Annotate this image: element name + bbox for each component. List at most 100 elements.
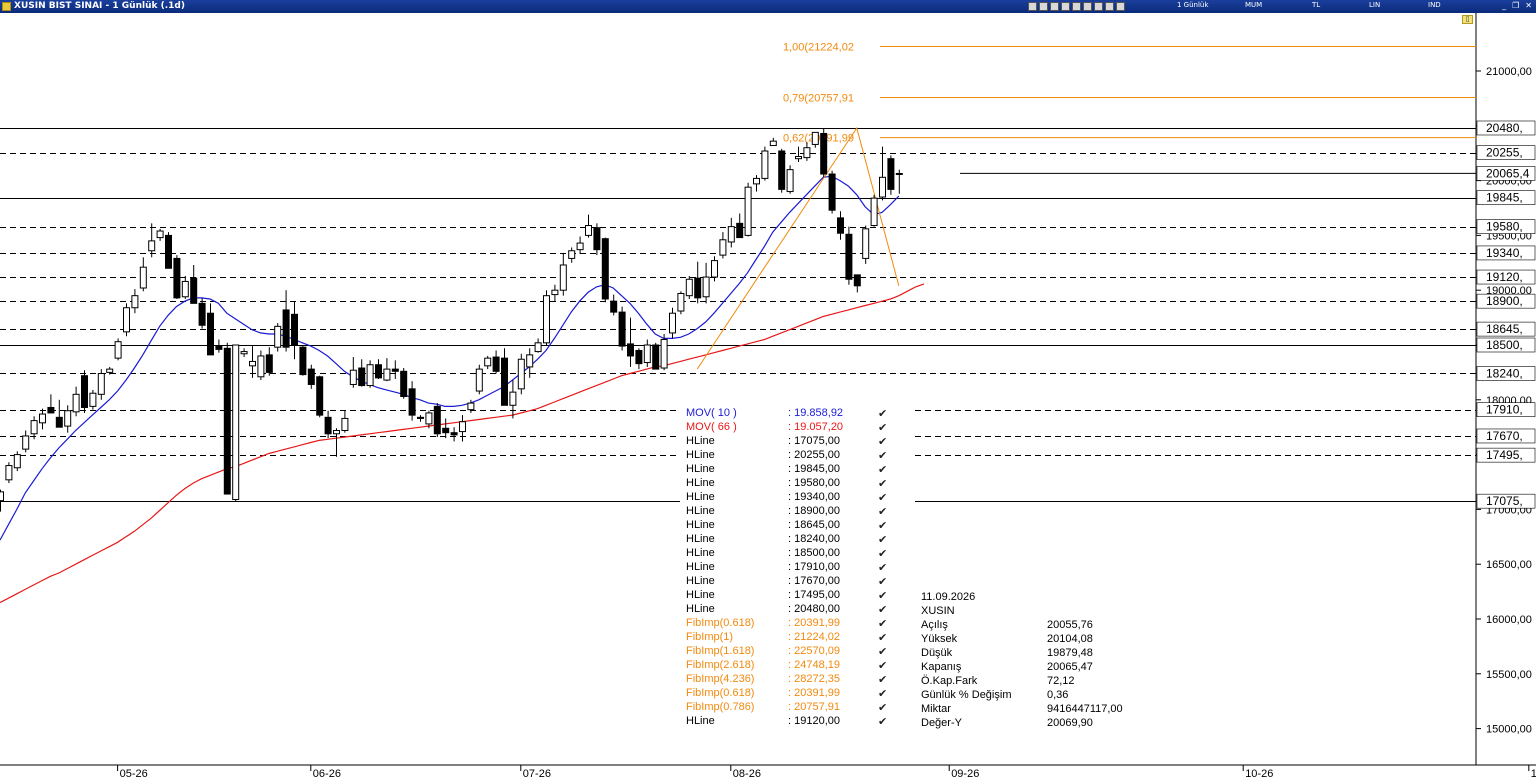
toolbar-label-1-g-nl-k[interactable]: 1 Günlük — [1177, 1, 1209, 9]
legend-check-icon: ✔ — [878, 645, 887, 658]
legend-check-icon: ✔ — [878, 491, 887, 504]
candle-body-up — [39, 413, 46, 424]
candle — [5, 462, 13, 484]
candle — [72, 386, 80, 417]
candle-body-up — [719, 239, 727, 256]
legend-value: : 19.057,20 — [788, 421, 843, 433]
chart-icon[interactable] — [1028, 2, 1037, 11]
draw-icon[interactable] — [1094, 2, 1103, 11]
candle — [257, 350, 265, 381]
candle-body-down — [778, 150, 786, 190]
legend-value: : 18500,00 — [788, 547, 840, 559]
legend-value: : 19.858,92 — [788, 407, 843, 419]
minimize-icon[interactable]: _ — [1502, 1, 1507, 10]
app-icon — [2, 2, 11, 11]
candle-body-up — [249, 360, 256, 367]
candle — [786, 165, 794, 194]
candle-body-down — [165, 234, 172, 269]
candle — [618, 306, 626, 351]
info-label: Ö.Kap.Fark — [921, 675, 978, 687]
legend-value: : 19845,00 — [788, 463, 840, 475]
candle-body-up — [333, 429, 340, 435]
candle — [383, 358, 391, 382]
legend-name: FibImp(2.618) — [686, 659, 754, 671]
info-symbol: XUSIN — [921, 605, 955, 617]
candle-body-down — [198, 302, 206, 326]
toolbar-label-mum[interactable]: MUM — [1245, 1, 1263, 9]
alert-icon[interactable] — [1039, 2, 1048, 11]
close-icon[interactable]: ✕ — [1525, 1, 1532, 10]
candle — [534, 338, 542, 353]
candle — [291, 301, 298, 360]
candle — [139, 257, 147, 292]
candle — [526, 348, 534, 378]
legend-value: : 22570,09 — [788, 645, 840, 657]
fib-trend-line — [696, 126, 900, 370]
legend-value: : 17075,00 — [788, 435, 840, 447]
candle-body-up — [383, 368, 391, 381]
candle-body-down — [417, 416, 424, 419]
price-label-box — [1476, 190, 1536, 205]
y-tick-label: 16000,00 — [1486, 614, 1532, 626]
candle-body-up — [97, 372, 105, 395]
price-label-box — [1476, 293, 1536, 309]
legend-name: HLine — [686, 715, 715, 727]
indicator-icon[interactable] — [1061, 2, 1070, 11]
candle-body-down — [601, 238, 609, 300]
toolbar-label-lin[interactable]: LIN — [1369, 1, 1381, 9]
grid-icon[interactable] — [1072, 2, 1081, 11]
candle-body-up — [131, 295, 139, 309]
candle-body-down — [627, 343, 634, 357]
candle — [22, 430, 30, 453]
info-label: Açılış — [921, 619, 948, 631]
pencil-icon[interactable] — [1105, 2, 1114, 11]
candle-body-up — [753, 177, 760, 185]
price-label-box — [1476, 447, 1536, 463]
legend-check-icon: ✔ — [878, 519, 887, 532]
candle-body-up — [484, 357, 492, 367]
toolbar-label-ind[interactable]: IND — [1428, 1, 1441, 9]
candle-body-down — [215, 345, 223, 350]
candle-body-down — [593, 227, 601, 251]
candle — [375, 359, 382, 379]
candle — [736, 213, 744, 239]
candle — [391, 360, 399, 379]
candle-body-down — [307, 368, 315, 385]
link-icon[interactable] — [1083, 2, 1092, 11]
candle — [358, 359, 366, 387]
price-label-box — [1476, 120, 1536, 136]
candle-body-up — [148, 240, 156, 252]
legend-value: : 17495,00 — [788, 589, 840, 601]
candle-body-up — [425, 412, 433, 425]
legend-check-icon: ✔ — [878, 547, 887, 560]
candle-body-up — [5, 465, 13, 481]
candle-body-down — [853, 274, 861, 287]
candle-body-up — [685, 278, 693, 297]
legend-check-icon: ✔ — [878, 589, 887, 602]
candle — [0, 489, 4, 512]
candle — [148, 223, 156, 258]
price-label: 18645, — [1486, 322, 1523, 336]
legend-value: : 20391,99 — [788, 617, 840, 629]
candle-body-up — [89, 392, 97, 407]
candle — [181, 275, 189, 299]
legend-name: FibImp(4.236) — [686, 673, 754, 685]
price-chart[interactable]: 15000,0015500,0016000,0016500,0017000,00… — [0, 13, 1536, 781]
candle — [576, 236, 584, 255]
restore-icon[interactable]: ❐ — [1512, 1, 1520, 10]
template-icon[interactable] — [1050, 2, 1059, 11]
panel-toggle-button[interactable]: ▯ — [1462, 15, 1473, 24]
legend-check-icon: ✔ — [878, 701, 887, 714]
candle-body-down — [299, 346, 307, 376]
hlines — [0, 128, 1476, 502]
candle-body-up — [677, 292, 685, 312]
legend-check-icon: ✔ — [878, 533, 887, 546]
toolbar-label-tl[interactable]: TL — [1312, 1, 1321, 9]
candle — [249, 346, 256, 378]
price-label: 20065,4 — [1486, 166, 1530, 180]
candle — [223, 342, 231, 495]
y-tick-label: 21000,00 — [1486, 66, 1532, 78]
candle — [761, 146, 769, 181]
candle-body-down — [316, 376, 324, 416]
crosshair-icon[interactable] — [1116, 2, 1125, 11]
